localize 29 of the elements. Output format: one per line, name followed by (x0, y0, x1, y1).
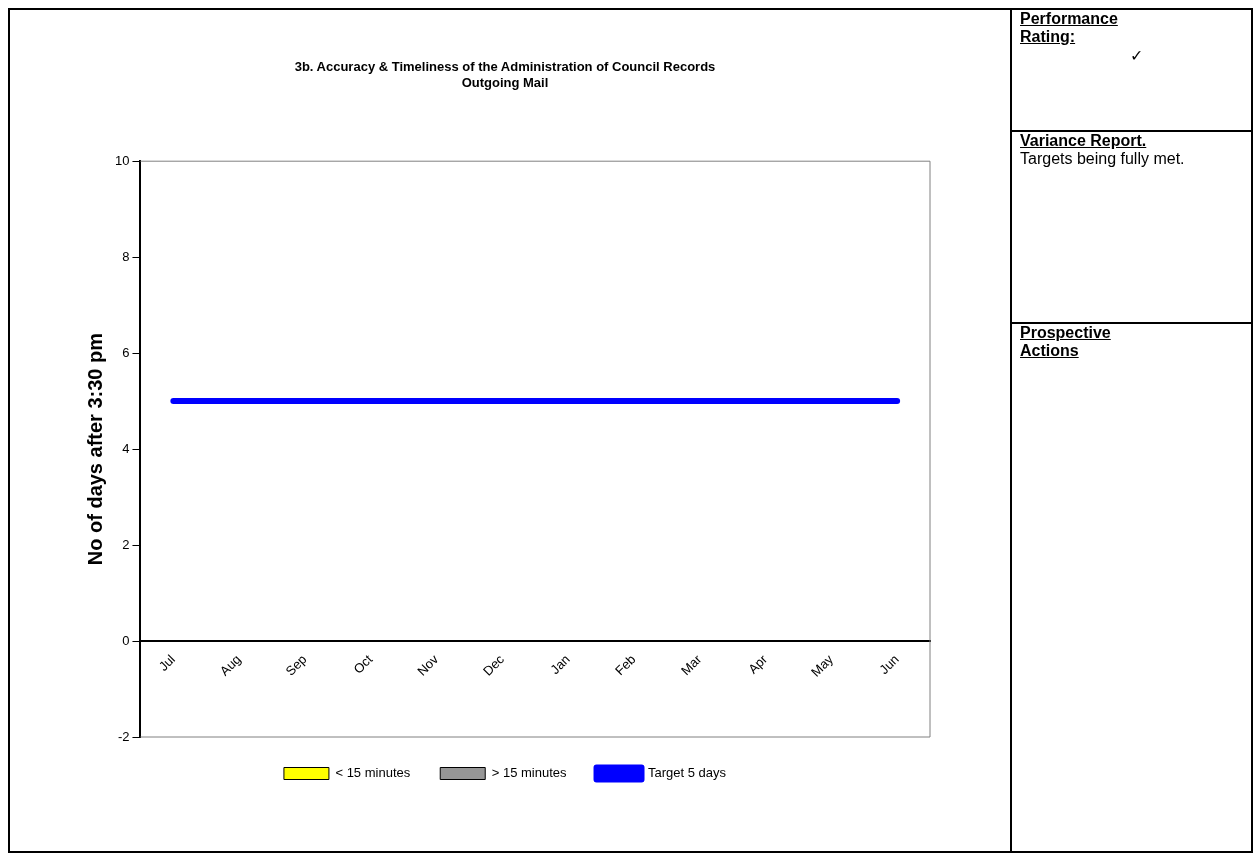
x-tick-label: Mar (677, 651, 705, 679)
chart-title: 3b. Accuracy & Timeliness of the Administration of Council Records Outgoing Mail (294, 59, 716, 90)
y-tick-label: 2 (122, 536, 130, 552)
y-axis-title: No of days after 3:30 pm (83, 332, 106, 566)
y-tick-label: 0 (122, 632, 130, 648)
x-tick-label: Nov (414, 651, 442, 679)
x-tick-label: Jun (876, 651, 902, 678)
x-tick-label: Feb (612, 651, 639, 679)
y-tick-label: 6 (122, 344, 130, 360)
text: Targets being fully met. (1020, 150, 1186, 168)
legend-label: < 15 minutes (335, 765, 411, 781)
text: ✓ (1129, 46, 1144, 65)
text: Variance Report. (1020, 132, 1147, 149)
text: Prospective Actions (1020, 324, 1112, 360)
y-tick-label: -2 (117, 728, 130, 744)
x-tick-label: Jul (155, 651, 179, 674)
x-tick-label: Apr (745, 651, 771, 677)
x-tick-label: Aug (216, 651, 244, 679)
x-tick-label: Dec (480, 651, 508, 679)
y-tick-label: 10 (114, 152, 130, 168)
legend-label: Target 5 days (648, 765, 727, 781)
x-tick-label: Oct (350, 651, 376, 677)
x-tick-label: May (807, 651, 837, 680)
legend-label: > 15 minutes (491, 765, 568, 781)
x-tick-label: Jan (547, 651, 573, 678)
text: Performance Rating: (1020, 10, 1119, 46)
y-tick-label: 4 (122, 440, 130, 456)
x-tick-label: Sep (282, 651, 310, 679)
y-tick-label: 8 (122, 248, 130, 264)
